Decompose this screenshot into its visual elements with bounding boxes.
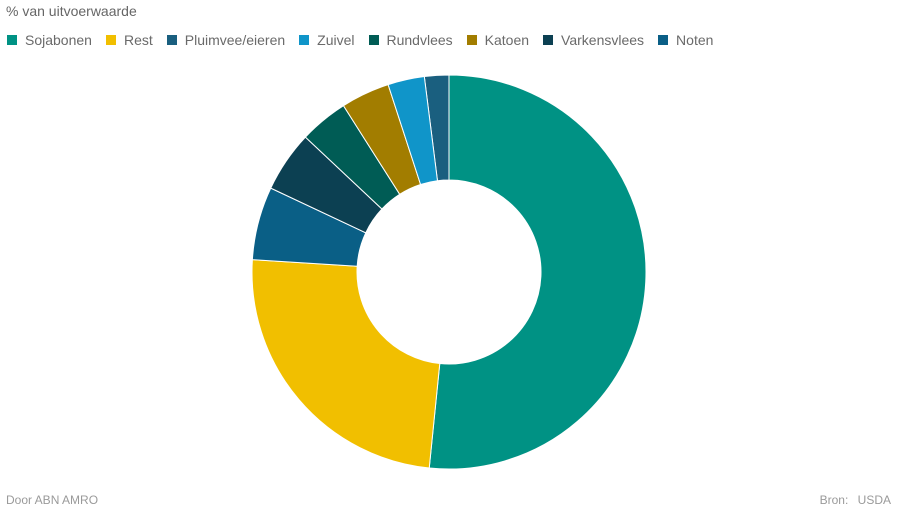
source-label: Bron: bbox=[819, 493, 849, 507]
source-value: USDA bbox=[857, 493, 891, 507]
legend-item[interactable]: Rundvlees bbox=[368, 32, 453, 48]
legend-item[interactable]: Pluimvee/eieren bbox=[166, 32, 286, 48]
legend-item[interactable]: Zuivel bbox=[299, 32, 355, 48]
legend-item[interactable]: Varkensvlees bbox=[543, 32, 644, 48]
legend-item[interactable]: Sojabonen bbox=[7, 32, 92, 48]
legend-label: Noten bbox=[676, 32, 714, 48]
legend-swatch bbox=[299, 35, 310, 45]
legend-label: Varkensvlees bbox=[561, 32, 645, 48]
legend-label: Sojabonen bbox=[25, 32, 92, 48]
pie-slice-rest[interactable] bbox=[251, 259, 441, 469]
legend-label: Rest bbox=[123, 32, 153, 48]
legend-swatch bbox=[543, 35, 554, 45]
credit-text: Door ABN AMRO bbox=[6, 493, 99, 507]
legend-item[interactable]: Katoen bbox=[466, 32, 530, 48]
legend-swatch bbox=[466, 35, 477, 45]
legend-label: Zuivel bbox=[317, 32, 355, 48]
legend-swatch bbox=[105, 35, 116, 45]
source-text: Bron: USDA bbox=[820, 493, 891, 507]
legend-swatch bbox=[166, 35, 177, 45]
legend-swatch bbox=[368, 35, 379, 45]
pie-slice-zuivel[interactable] bbox=[387, 75, 439, 186]
legend-swatch bbox=[658, 35, 669, 45]
chart-title: % van uitvoerwaarde bbox=[6, 3, 137, 19]
legend-label: Katoen bbox=[484, 32, 530, 48]
legend-item[interactable]: Rest bbox=[105, 32, 153, 48]
pie-slice-sojabonen[interactable] bbox=[428, 74, 647, 470]
chart-legend: Sojabonen Rest Pluimvee/eieren Zuivel Rundvl… bbox=[7, 32, 727, 48]
legend-label: Pluimvee/eieren bbox=[184, 32, 286, 48]
legend-swatch bbox=[7, 35, 17, 45]
legend-label: Rundvlees bbox=[386, 32, 453, 48]
legend-item[interactable]: Noten bbox=[658, 32, 713, 48]
